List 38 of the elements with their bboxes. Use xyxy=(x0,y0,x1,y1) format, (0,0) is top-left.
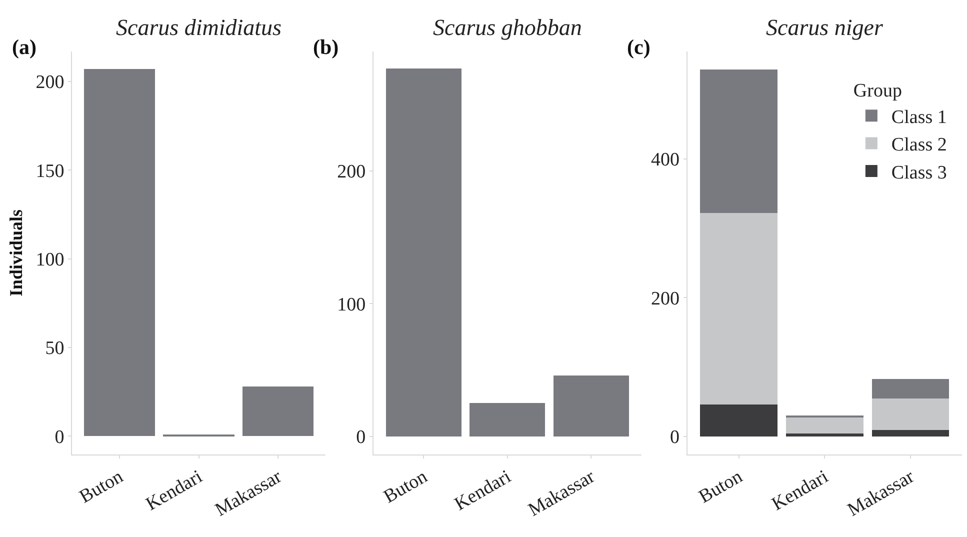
legend-title: Group xyxy=(853,80,902,102)
legend-label: Class 3 xyxy=(891,162,947,184)
bar xyxy=(700,213,778,405)
bar xyxy=(84,69,156,436)
y-tick-label: 150 xyxy=(36,160,64,182)
y-tick-label: 200 xyxy=(337,162,366,183)
chart-title: Scarus dimidiatus xyxy=(116,15,282,40)
y-tick-label: 0 xyxy=(670,427,680,448)
y-axis-title: Individuals xyxy=(6,209,26,297)
annotation: (b) xyxy=(313,35,339,59)
bar xyxy=(700,404,778,436)
y-tick-label: 200 xyxy=(36,72,64,94)
annotation: (c) xyxy=(627,35,650,59)
bar xyxy=(786,434,864,436)
y-tick-label: 100 xyxy=(337,294,366,316)
bar xyxy=(470,403,546,436)
x-tick-label: Buton xyxy=(695,466,747,508)
y-tick-label: 400 xyxy=(651,150,680,171)
bar xyxy=(386,68,462,436)
text: (a) xyxy=(12,35,36,59)
legend-label: Class 1 xyxy=(891,107,947,128)
bar xyxy=(872,378,950,398)
x-tick-label: Buton xyxy=(76,466,128,508)
bar xyxy=(872,430,950,436)
chart-title: Scarus niger xyxy=(766,15,884,40)
y-tick-label: 0 xyxy=(54,426,64,448)
y-tick-label: 0 xyxy=(356,427,366,448)
y-tick-label: 200 xyxy=(651,288,680,310)
bar xyxy=(872,398,950,430)
y-tick-label: 100 xyxy=(36,249,64,270)
bar xyxy=(700,69,778,214)
x-tick-label: Buton xyxy=(380,466,432,508)
bar xyxy=(242,386,314,436)
chart-title: Scarus ghobban xyxy=(433,15,582,40)
legend-label: Class 2 xyxy=(891,134,947,156)
y-tick-label: 50 xyxy=(45,338,64,360)
bar xyxy=(553,375,629,436)
bar xyxy=(786,417,864,434)
